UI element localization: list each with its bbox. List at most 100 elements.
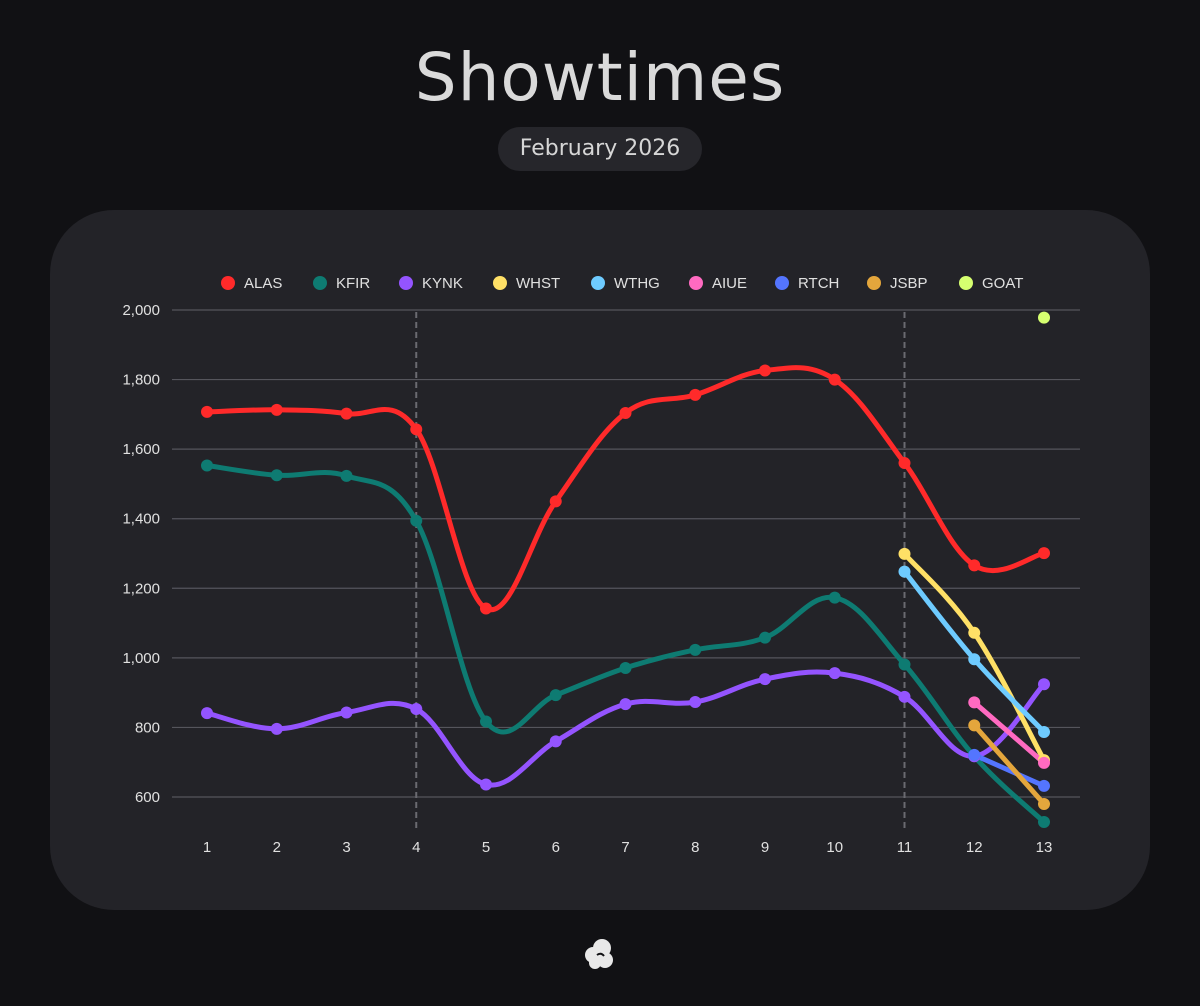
data-point-aiue[interactable] — [1038, 756, 1050, 769]
legend-swatch-alas — [221, 276, 235, 290]
y-tick-label: 1,800 — [122, 372, 160, 389]
data-point-kfir[interactable] — [1038, 816, 1050, 829]
data-point-kynk[interactable] — [898, 690, 911, 703]
data-point-kynk[interactable] — [828, 667, 841, 680]
x-tick-label: 10 — [826, 839, 843, 856]
data-point-jsbp[interactable] — [1038, 797, 1050, 810]
y-tick-label: 2,000 — [122, 302, 160, 319]
data-point-kynk[interactable] — [619, 698, 632, 711]
legend-label-wthg[interactable]: WTHG — [614, 275, 660, 292]
legend-label-kynk[interactable]: KYNK — [422, 275, 463, 292]
data-point-kynk[interactable] — [759, 673, 771, 686]
data-point-kfir[interactable] — [759, 631, 771, 644]
legend: ALAS KFIR KYNK WHST WTHG AIUE RTCH JSBP GOAT — [221, 275, 1023, 292]
legend-swatch-aiue — [689, 276, 703, 290]
legend-label-aiue[interactable]: AIUE — [712, 275, 747, 292]
series-line-kynk — [204, 669, 1047, 788]
data-point-kynk[interactable] — [1038, 678, 1050, 691]
data-point-kfir[interactable] — [270, 469, 283, 482]
data-point-alas[interactable] — [968, 559, 981, 572]
x-tick-label: 7 — [621, 839, 629, 856]
data-point-kfir[interactable] — [619, 661, 632, 674]
x-tick-label: 11 — [897, 839, 913, 856]
x-tick-label: 2 — [273, 839, 281, 856]
y-tick-label: 1,000 — [122, 650, 160, 667]
y-tick-label: 1,200 — [122, 580, 160, 597]
data-point-rtch[interactable] — [968, 748, 981, 761]
y-axis: 600 800 1,000 1,200 1,400 1,600 1,800 2,000 — [122, 302, 160, 806]
legend-swatch-goat — [959, 276, 973, 290]
series-line-alas — [204, 365, 1047, 613]
legend-swatch-kynk — [399, 276, 413, 290]
data-point-wthg[interactable] — [898, 565, 911, 578]
x-axis: 1 2 3 4 5 6 7 8 9 10 11 12 13 — [203, 839, 1053, 856]
data-point-rtch[interactable] — [1038, 779, 1050, 792]
data-point-goat[interactable] — [1038, 311, 1050, 324]
series-lines — [204, 365, 1047, 825]
x-tick-label: 3 — [342, 839, 350, 856]
x-tick-label: 12 — [966, 839, 983, 856]
legend-label-whst[interactable]: WHST — [516, 275, 560, 292]
data-point-kfir[interactable] — [828, 591, 841, 604]
legend-label-alas[interactable]: ALAS — [244, 275, 282, 292]
legend-label-jsbp[interactable]: JSBP — [890, 275, 928, 292]
data-point-alas[interactable] — [1038, 547, 1050, 560]
data-point-alas[interactable] — [410, 423, 423, 436]
y-tick-label: 1,400 — [122, 511, 160, 528]
data-point-kfir[interactable] — [898, 658, 911, 671]
data-point-kynk[interactable] — [270, 722, 283, 735]
data-point-whst[interactable] — [968, 626, 981, 639]
legend-label-goat[interactable]: GOAT — [982, 275, 1023, 292]
data-point-alas[interactable] — [549, 495, 562, 508]
data-point-kynk[interactable] — [689, 696, 702, 709]
legend-swatch-whst — [493, 276, 507, 290]
data-point-kynk[interactable] — [201, 707, 213, 720]
series-line-jsbp — [971, 722, 1047, 807]
data-point-kynk[interactable] — [480, 778, 492, 791]
data-point-wthg[interactable] — [1038, 725, 1050, 738]
data-point-kfir[interactable] — [549, 689, 562, 702]
data-point-kfir[interactable] — [340, 469, 353, 482]
data-point-wthg[interactable] — [968, 653, 981, 666]
data-point-jsbp[interactable] — [968, 719, 981, 732]
legend-swatch-rtch — [775, 276, 789, 290]
data-point-whst[interactable] — [898, 547, 911, 560]
data-point-kynk[interactable] — [340, 706, 353, 719]
data-point-alas[interactable] — [201, 405, 213, 418]
data-point-alas[interactable] — [898, 457, 911, 470]
cloud-logo-icon — [585, 939, 613, 969]
data-point-aiue[interactable] — [968, 696, 981, 709]
legend-swatch-wthg — [591, 276, 605, 290]
grid-layer — [172, 309, 1080, 830]
data-point-kfir[interactable] — [201, 459, 213, 472]
data-point-alas[interactable] — [270, 403, 283, 416]
data-point-kynk[interactable] — [410, 702, 423, 715]
data-point-alas[interactable] — [828, 373, 841, 386]
legend-label-kfir[interactable]: KFIR — [336, 275, 370, 292]
x-tick-label: 9 — [761, 839, 769, 856]
x-tick-label: 13 — [1036, 839, 1053, 856]
data-point-alas[interactable] — [340, 407, 353, 420]
data-point-kfir[interactable] — [480, 715, 492, 728]
x-tick-label: 8 — [691, 839, 699, 856]
legend-swatch-jsbp — [867, 276, 881, 290]
data-point-alas[interactable] — [619, 406, 632, 419]
data-point-kfir[interactable] — [689, 643, 702, 656]
data-point-alas[interactable] — [480, 602, 492, 615]
y-tick-label: 1,600 — [122, 441, 160, 458]
page-title: Showtimes — [414, 39, 786, 116]
x-tick-label: 1 — [203, 839, 211, 856]
legend-label-rtch[interactable]: RTCH — [798, 275, 839, 292]
data-point-kfir[interactable] — [410, 514, 423, 527]
x-tick-label: 6 — [552, 839, 560, 856]
x-tick-label: 4 — [412, 839, 420, 856]
data-point-kynk[interactable] — [549, 735, 562, 748]
data-point-alas[interactable] — [689, 388, 702, 401]
series-points — [201, 311, 1050, 829]
data-point-alas[interactable] — [759, 364, 771, 377]
x-tick-label: 5 — [482, 839, 490, 856]
period-badge: February 2026 — [498, 127, 702, 171]
y-tick-label: 800 — [135, 719, 160, 736]
